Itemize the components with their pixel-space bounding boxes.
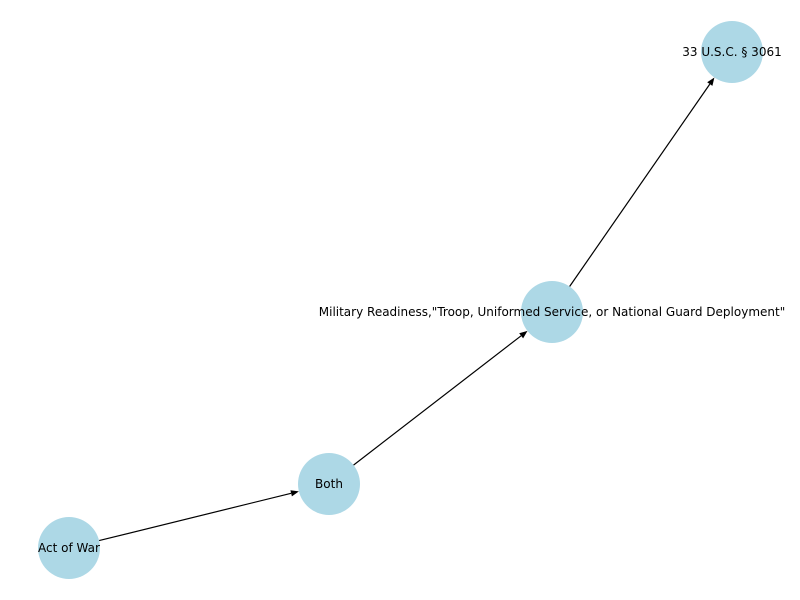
node-circle: [701, 21, 763, 83]
edge-line: [353, 335, 522, 466]
node-label: 33 U.S.C. § 3061: [682, 45, 781, 59]
node-usc-3061: 33 U.S.C. § 3061: [682, 21, 782, 83]
edge-arrowhead: [290, 490, 299, 497]
edge-arrowhead: [519, 330, 528, 339]
edge-both-to-military-readiness: [353, 330, 528, 466]
node-label: Both: [315, 477, 343, 491]
edge-act-of-war-to-both: [98, 490, 299, 542]
nodes-layer: Act of War Both Military Readiness,"Troop,…: [38, 21, 785, 579]
node-label: Act of War: [38, 541, 100, 555]
node-circle: [298, 453, 360, 515]
edge-arrowhead: [707, 77, 715, 86]
node-circle: [38, 517, 100, 579]
node-act-of-war: Act of War: [38, 517, 100, 579]
node-military-readiness: Military Readiness,"Troop, Uniformed Ser…: [319, 281, 785, 343]
edges-layer: [98, 77, 715, 542]
node-label: Military Readiness,"Troop, Uniformed Ser…: [319, 305, 785, 319]
edge-line: [569, 83, 711, 287]
node-both: Both: [298, 453, 360, 515]
edge-line: [98, 492, 292, 542]
node-circle: [521, 281, 583, 343]
edge-military-readiness-to-usc-3061: [569, 77, 715, 287]
